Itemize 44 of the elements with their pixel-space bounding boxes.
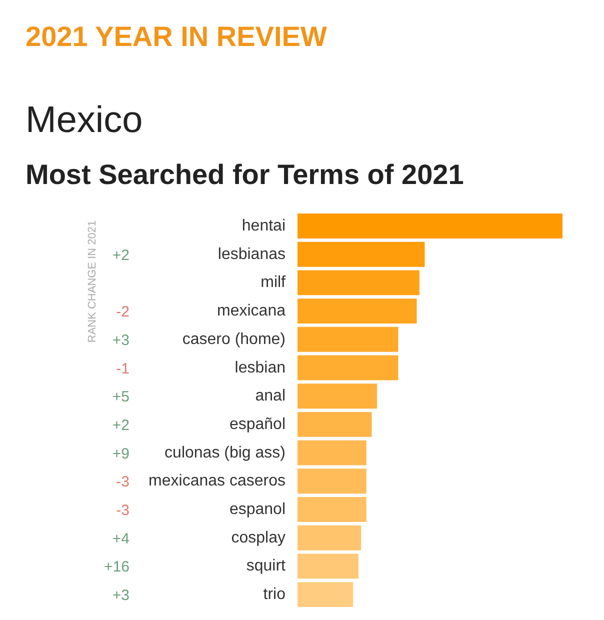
y-tick-label: cosplay (231, 529, 286, 546)
bar (298, 468, 366, 494)
text: RANK CHANGE IN 2021 (86, 220, 98, 343)
y2-tick-label: -3 (116, 474, 130, 491)
y2-tick-label: +3 (112, 587, 130, 604)
y2-tick-label: -3 (116, 502, 130, 519)
y-tick-label: anal (255, 388, 286, 405)
y-tick-label: trio (263, 586, 286, 604)
y2-tick-label: +5 (112, 388, 130, 406)
y-tick-label: español (229, 416, 286, 433)
bar (298, 355, 398, 380)
y-tick-label: milf (260, 274, 286, 292)
y-tick-label: espanol (229, 501, 286, 518)
y-tick-label: mexicana (217, 302, 286, 320)
bar (298, 270, 420, 296)
y-tick-label: lesbianas (218, 246, 286, 263)
text: 2021 YEAR IN REVIEW (26, 21, 328, 52)
y-tick-label: hentai (242, 218, 286, 234)
chart-subtitle: Mexico (26, 99, 143, 140)
bar (298, 525, 362, 550)
y2-tick-label: -1 (116, 360, 130, 378)
bar (298, 554, 358, 579)
bar (298, 326, 398, 352)
y-tick-label: squirt (246, 558, 286, 575)
y2-tick-label: +16 (104, 558, 130, 576)
y-tick-label: mexicanas caseros (148, 472, 286, 490)
y2-tick-label: -2 (116, 304, 130, 321)
bar (298, 298, 417, 324)
bar (298, 497, 366, 522)
y-tick-label: casero (home) (182, 330, 286, 348)
y2-tick-label: +2 (112, 246, 130, 264)
y2-tick-label: +2 (112, 416, 130, 434)
y2-tick-label: +4 (112, 530, 130, 548)
y2-tick-label: +3 (112, 332, 130, 349)
bar (298, 214, 562, 238)
bar (298, 242, 425, 267)
bar (298, 440, 366, 466)
y2-tick-label: +9 (112, 445, 130, 462)
bar (298, 582, 354, 608)
bar (298, 412, 372, 437)
y-tick-label: culonas (big ass) (164, 444, 286, 462)
y-tick-label: lesbian (234, 359, 286, 376)
bar (298, 384, 377, 409)
chart-title: Most Searched for Terms of 2021 (26, 159, 464, 190)
